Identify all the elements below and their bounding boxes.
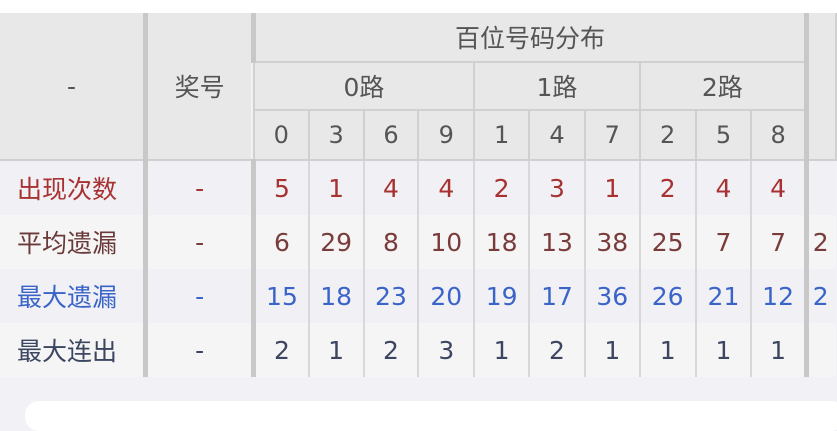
value-cell: 7 bbox=[750, 215, 807, 269]
value-cell: 15 bbox=[251, 269, 309, 323]
value-cell: 2 bbox=[528, 323, 585, 377]
value-cell: 1 bbox=[750, 323, 807, 377]
row-max-streak: 最大连出 -2 1 2 3 1 2 1 1 1 1 bbox=[0, 323, 836, 377]
value-cell: 10 bbox=[417, 215, 475, 269]
prize-cell: - bbox=[143, 160, 254, 215]
group-header: 百位号码分布 bbox=[251, 13, 808, 63]
value-cell: 25 bbox=[638, 215, 696, 269]
value-cell: 36 bbox=[583, 269, 640, 323]
value-cell: 1 bbox=[307, 323, 364, 377]
prize-cell: - bbox=[143, 269, 254, 323]
value-cell: 19 bbox=[473, 269, 530, 323]
top-bar bbox=[0, 0, 837, 13]
value-cell: 4 bbox=[417, 160, 475, 215]
row-label: 最大遗漏 bbox=[17, 283, 118, 312]
digit-header: 0 bbox=[252, 110, 310, 161]
prize-cell: - bbox=[143, 323, 254, 377]
value-cell: 1 bbox=[583, 160, 640, 215]
value-cell: 38 bbox=[583, 215, 640, 269]
value-cell: 1 bbox=[638, 323, 696, 377]
value-cell: 4 bbox=[694, 160, 752, 215]
value-cell: 5 bbox=[251, 160, 309, 215]
row-count: 出现次数 -5 1 4 4 2 3 1 2 4 4 bbox=[0, 160, 836, 215]
digit-header: 2 bbox=[638, 110, 697, 161]
digit-header: 8 bbox=[750, 110, 808, 161]
prize-header: 奖号 bbox=[143, 13, 255, 161]
value-cell: 2 bbox=[251, 323, 309, 377]
overflow-cell bbox=[803, 323, 836, 377]
value-cell: 21 bbox=[694, 269, 752, 323]
value-cell: 18 bbox=[473, 215, 530, 269]
row-label: 出现次数 bbox=[17, 175, 118, 204]
digit-header: 1 bbox=[473, 110, 531, 161]
digit-header: 5 bbox=[694, 110, 753, 161]
corner-header: - bbox=[0, 13, 147, 161]
value-cell: 2 bbox=[473, 160, 530, 215]
row-label: 平均遗漏 bbox=[17, 229, 118, 258]
value-cell: 3 bbox=[528, 160, 585, 215]
digit-header: 3 bbox=[307, 110, 365, 161]
value-cell: 26 bbox=[638, 269, 696, 323]
value-cell: 1 bbox=[473, 323, 530, 377]
route-2-header: 2路 bbox=[638, 62, 808, 111]
row-avg-miss: 平均遗漏 -6 29 8 10 18 13 38 25 7 7 2 bbox=[0, 215, 836, 269]
route-0-header: 0路 bbox=[252, 62, 476, 111]
value-cell: 6 bbox=[251, 215, 309, 269]
value-cell: 8 bbox=[362, 215, 419, 269]
overflow-cell bbox=[803, 160, 836, 215]
value-cell: 20 bbox=[417, 269, 475, 323]
value-cell: 1 bbox=[583, 323, 640, 377]
value-cell: 3 bbox=[417, 323, 475, 377]
digit-header: 4 bbox=[528, 110, 586, 161]
value-cell: 23 bbox=[362, 269, 419, 323]
digit-header: 7 bbox=[583, 110, 641, 161]
value-cell: 29 bbox=[307, 215, 364, 269]
route-1-header: 1路 bbox=[473, 62, 641, 111]
value-cell: 2 bbox=[638, 160, 696, 215]
value-cell: 12 bbox=[750, 269, 807, 323]
overflow-cell: 2 bbox=[803, 269, 836, 323]
value-cell: 17 bbox=[528, 269, 585, 323]
prize-cell: - bbox=[143, 215, 254, 269]
value-cell: 18 bbox=[307, 269, 364, 323]
value-cell: 1 bbox=[694, 323, 752, 377]
value-cell: 2 bbox=[362, 323, 419, 377]
overflow-cell: 2 bbox=[803, 215, 836, 269]
value-cell: 7 bbox=[694, 215, 752, 269]
digit-header: 9 bbox=[417, 110, 476, 161]
value-cell: 1 bbox=[307, 160, 364, 215]
bottom-card bbox=[25, 401, 837, 431]
value-cell: 4 bbox=[362, 160, 419, 215]
row-max-miss: 最大遗漏 -15 18 23 20 19 17 36 26 21 12 2 bbox=[0, 269, 836, 323]
value-cell: 13 bbox=[528, 215, 585, 269]
digit-header: 6 bbox=[362, 110, 420, 161]
next-group-header bbox=[803, 13, 837, 161]
row-label: 最大连出 bbox=[17, 337, 118, 366]
value-cell: 4 bbox=[750, 160, 807, 215]
